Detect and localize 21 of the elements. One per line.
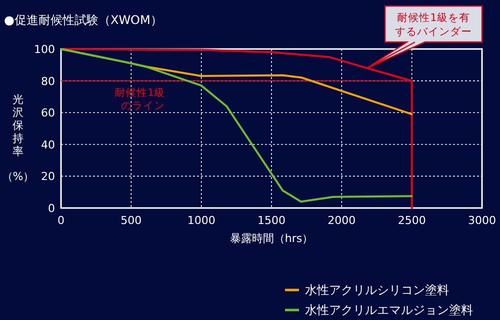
- x-axis-title: 暴露時間（hrs）: [230, 232, 314, 245]
- y-tick-label: 60: [41, 106, 55, 120]
- x-tick-label: 2500: [398, 214, 426, 227]
- ref-line-label: 耐候性1級のライン: [114, 86, 165, 112]
- legend-label: 水性アクリルエマルジョン塗料: [305, 303, 473, 317]
- x-tick-label: 500: [120, 214, 142, 227]
- y-tick-label: 100: [34, 43, 55, 56]
- chart-title: ●促進耐候性試験（XWOM）: [4, 13, 162, 27]
- x-tick-label: 0: [58, 214, 64, 227]
- x-tick-label: 1500: [258, 214, 286, 227]
- y-axis-title: 光沢保持率（%）: [2, 93, 34, 183]
- x-tick-label: 3000: [468, 214, 496, 227]
- y-tick-label: 80: [41, 74, 55, 88]
- x-tick-label: 1000: [187, 214, 216, 227]
- y-tick-label: 40: [41, 138, 55, 152]
- y-tick-label: 0: [48, 202, 55, 215]
- x-tick-label: 2000: [328, 214, 356, 227]
- arrow-callout: 耐候性1級を有するバインダー: [366, 5, 483, 69]
- y-tick-label: 20: [41, 170, 55, 184]
- annotation: 耐候性1級を有するバインダー: [395, 12, 472, 38]
- legend-label: 水性アクリルシリコン塗料: [305, 283, 449, 297]
